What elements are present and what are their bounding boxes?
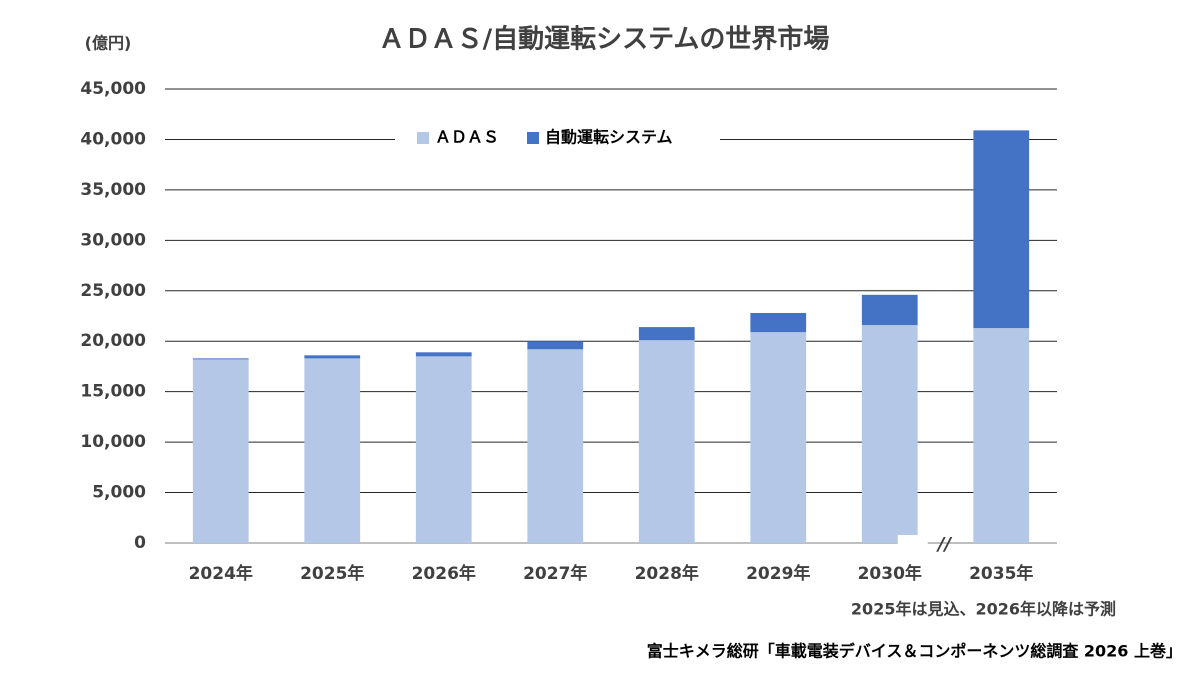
y-tick-label: 40,000 bbox=[80, 129, 146, 149]
x-tick-label: 2026年 bbox=[412, 563, 476, 584]
bar-segment bbox=[304, 358, 361, 543]
bar-segment bbox=[638, 340, 695, 543]
x-tick-label: 2027年 bbox=[523, 563, 587, 584]
bar-segment bbox=[192, 358, 249, 360]
y-tick-label: 35,000 bbox=[80, 180, 146, 200]
bar-segment bbox=[304, 355, 361, 359]
bar-segment bbox=[861, 325, 918, 543]
bar-segment bbox=[415, 356, 472, 543]
bar-segment bbox=[750, 312, 807, 333]
bar-segment bbox=[192, 359, 249, 543]
bar-segment bbox=[861, 294, 918, 326]
y-tick-label: 25,000 bbox=[80, 281, 146, 301]
y-tick-label: 15,000 bbox=[80, 382, 146, 402]
axis-break-bg bbox=[897, 535, 928, 551]
y-tick-label: 30,000 bbox=[80, 230, 146, 250]
legend-label: 自動運転システム bbox=[545, 128, 673, 147]
x-tick-label: 2024年 bbox=[189, 563, 253, 584]
legend-swatch bbox=[527, 132, 540, 144]
y-unit: (億円) bbox=[85, 34, 132, 53]
bar-segment bbox=[527, 341, 584, 350]
bar-segment bbox=[638, 327, 695, 341]
y-tick-label: 5,000 bbox=[92, 483, 146, 503]
chart-title: ＡＤＡＳ/自動運転システムの世界市場 bbox=[379, 24, 830, 55]
x-tick-label: 2028年 bbox=[635, 563, 699, 584]
legend-label: ＡＤＡＳ bbox=[435, 128, 499, 147]
legend-bg bbox=[395, 124, 720, 152]
x-tick-label: 2035年 bbox=[969, 563, 1033, 584]
legend: ＡＤＡＳ 自動運転システム bbox=[395, 124, 720, 152]
source: 富士キメラ総研「車載電装デバイス＆コンポーネンツ総調査 2026 上巻」 bbox=[647, 642, 1182, 661]
bar-segment bbox=[750, 332, 807, 543]
bar-segment bbox=[973, 130, 1030, 329]
axis-break: // bbox=[936, 534, 953, 555]
x-tick-label: 2025年 bbox=[300, 563, 364, 584]
x-tick-label: 2029年 bbox=[746, 563, 810, 584]
note: 2025年は見込、2026年以降は予測 bbox=[851, 600, 1116, 619]
legend-swatch bbox=[417, 132, 429, 144]
y-tick-label: 10,000 bbox=[80, 432, 146, 452]
bar-segment bbox=[415, 352, 472, 357]
y-tick-label: 0 bbox=[134, 533, 146, 553]
bar-segment bbox=[527, 349, 584, 543]
y-tick-label: 45,000 bbox=[80, 79, 146, 99]
y-tick-label: 20,000 bbox=[80, 331, 146, 351]
bar-segment bbox=[973, 328, 1030, 543]
x-tick-label: 2030年 bbox=[858, 563, 922, 584]
